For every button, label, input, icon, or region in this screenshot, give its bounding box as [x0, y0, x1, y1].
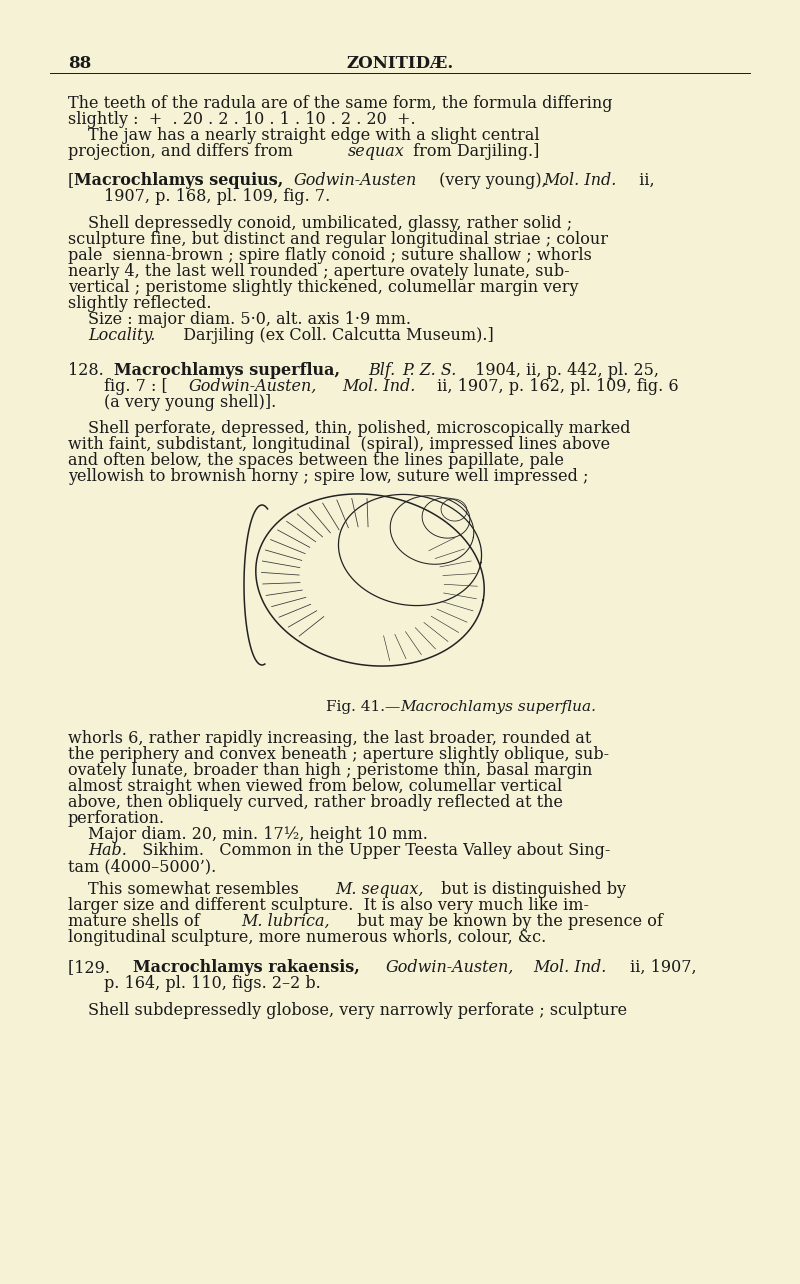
Text: M. lubrica,: M. lubrica, — [241, 913, 330, 930]
Text: Major diam. 20, min. 17½, height 10 mm.: Major diam. 20, min. 17½, height 10 mm. — [88, 826, 428, 844]
Text: Locality.: Locality. — [88, 327, 155, 344]
Text: vertical ; peristome slightly thickened, columellar margin very: vertical ; peristome slightly thickened,… — [68, 279, 578, 297]
Text: longitudinal sculpture, more numerous whorls, colour, &c.: longitudinal sculpture, more numerous wh… — [68, 930, 546, 946]
Text: The teeth of the radula are of the same form, the formula differing: The teeth of the radula are of the same … — [68, 95, 613, 112]
Text: p. 164, pl. 110, figs. 2–2 b.: p. 164, pl. 110, figs. 2–2 b. — [104, 975, 321, 993]
Text: Godwin-Austen,: Godwin-Austen, — [386, 959, 514, 976]
Text: nearly 4, the last well rounded ; aperture ovately lunate, sub-: nearly 4, the last well rounded ; apertu… — [68, 263, 570, 280]
Text: [: [ — [68, 172, 74, 189]
Text: the periphery and convex beneath ; aperture slightly oblique, sub-: the periphery and convex beneath ; apert… — [68, 746, 609, 763]
Text: (a very young shell)].: (a very young shell)]. — [104, 394, 276, 411]
Text: Fig. 41.—: Fig. 41.— — [326, 700, 400, 714]
Text: Mol. Ind.: Mol. Ind. — [543, 172, 616, 189]
Text: Sikhim.   Common in the Upper Teesta Valley about Sing-: Sikhim. Common in the Upper Teesta Valle… — [132, 842, 610, 859]
Text: Shell subdepressedly globose, very narrowly perforate ; sculpture: Shell subdepressedly globose, very narro… — [88, 1002, 627, 1019]
Text: Godwin-Austen,: Godwin-Austen, — [189, 377, 318, 395]
Text: Macrochlamys superflua,: Macrochlamys superflua, — [114, 362, 340, 379]
Text: whorls 6, rather rapidly increasing, the last broader, rounded at: whorls 6, rather rapidly increasing, the… — [68, 731, 591, 747]
Text: with faint, subdistant, longitudinal  (spiral), impressed lines above: with faint, subdistant, longitudinal (sp… — [68, 437, 610, 453]
Text: M. sequax,: M. sequax, — [335, 881, 423, 898]
Text: perforation.: perforation. — [68, 810, 165, 827]
Text: mature shells of: mature shells of — [68, 913, 205, 930]
Text: from Darjiling.]: from Darjiling.] — [408, 143, 539, 160]
Text: (very young),: (very young), — [434, 172, 552, 189]
Text: Macrochlamys superflua.: Macrochlamys superflua. — [400, 700, 596, 714]
Text: ii, 1907, p. 162, pl. 109, fig. 6: ii, 1907, p. 162, pl. 109, fig. 6 — [432, 377, 678, 395]
Text: sequax: sequax — [348, 143, 405, 160]
Text: Godwin-Austen: Godwin-Austen — [294, 172, 418, 189]
Text: Macrochlamys sequius,: Macrochlamys sequius, — [74, 172, 283, 189]
Text: 88: 88 — [68, 55, 91, 72]
Text: Darjiling (ex Coll. Calcutta Museum).]: Darjiling (ex Coll. Calcutta Museum).] — [173, 327, 494, 344]
Text: Mol. Ind.: Mol. Ind. — [342, 377, 415, 395]
Text: 1907, p. 168, pl. 109, fig. 7.: 1907, p. 168, pl. 109, fig. 7. — [104, 187, 330, 205]
Text: larger size and different sculpture.  It is also very much like im-: larger size and different sculpture. It … — [68, 898, 589, 914]
Text: and often below, the spaces between the lines papillate, pale: and often below, the spaces between the … — [68, 452, 564, 469]
Text: slightly :  +  . 20 . 2 . 10 . 1 . 10 . 2 . 20  +.: slightly : + . 20 . 2 . 10 . 1 . 10 . 2 … — [68, 110, 416, 128]
Text: slightly reflected.: slightly reflected. — [68, 295, 211, 312]
Text: projection, and differs from: projection, and differs from — [68, 143, 298, 160]
Text: yellowish to brownish horny ; spire low, suture well impressed ;: yellowish to brownish horny ; spire low,… — [68, 467, 589, 485]
Text: P. Z. S.: P. Z. S. — [402, 362, 456, 379]
Text: 1904, ii, p. 442, pl. 25,: 1904, ii, p. 442, pl. 25, — [470, 362, 659, 379]
Text: The jaw has a nearly straight edge with a slight central: The jaw has a nearly straight edge with … — [88, 127, 540, 144]
Text: Hab.: Hab. — [88, 842, 127, 859]
Text: ii,: ii, — [629, 172, 654, 189]
Text: This somewhat resembles: This somewhat resembles — [88, 881, 304, 898]
Text: tam (4000–5000’).: tam (4000–5000’). — [68, 858, 216, 874]
Text: 128.: 128. — [68, 362, 109, 379]
Text: ZONITIDÆ.: ZONITIDÆ. — [346, 55, 454, 72]
Text: Mol. Ind.: Mol. Ind. — [533, 959, 606, 976]
Text: ii, 1907,: ii, 1907, — [625, 959, 697, 976]
Text: almost straight when viewed from below, columellar vertical: almost straight when viewed from below, … — [68, 778, 562, 795]
Text: but is distinguished by: but is distinguished by — [436, 881, 626, 898]
Text: Macrochlamys rakaensis,: Macrochlamys rakaensis, — [133, 959, 360, 976]
Text: ovately lunate, broader than high ; peristome thin, basal margin: ovately lunate, broader than high ; peri… — [68, 761, 592, 779]
Text: Blf.: Blf. — [368, 362, 395, 379]
Text: sculpture fine, but distinct and regular longitudinal striae ; colour: sculpture fine, but distinct and regular… — [68, 231, 608, 248]
Text: fig. 7 : [: fig. 7 : [ — [104, 377, 168, 395]
Text: [129.: [129. — [68, 959, 120, 976]
Text: Shell depressedly conoid, umbilicated, glassy, rather solid ;: Shell depressedly conoid, umbilicated, g… — [88, 214, 572, 232]
Text: but may be known by the presence of: but may be known by the presence of — [352, 913, 663, 930]
Text: Shell perforate, depressed, thin, polished, microscopically marked: Shell perforate, depressed, thin, polish… — [88, 420, 630, 437]
Text: above, then obliquely curved, rather broadly reflected at the: above, then obliquely curved, rather bro… — [68, 794, 563, 811]
Text: Size : major diam. 5·0, alt. axis 1·9 mm.: Size : major diam. 5·0, alt. axis 1·9 mm… — [88, 311, 411, 327]
Text: pale  sienna-brown ; spire flatly conoid ; suture shallow ; whorls: pale sienna-brown ; spire flatly conoid … — [68, 247, 592, 265]
